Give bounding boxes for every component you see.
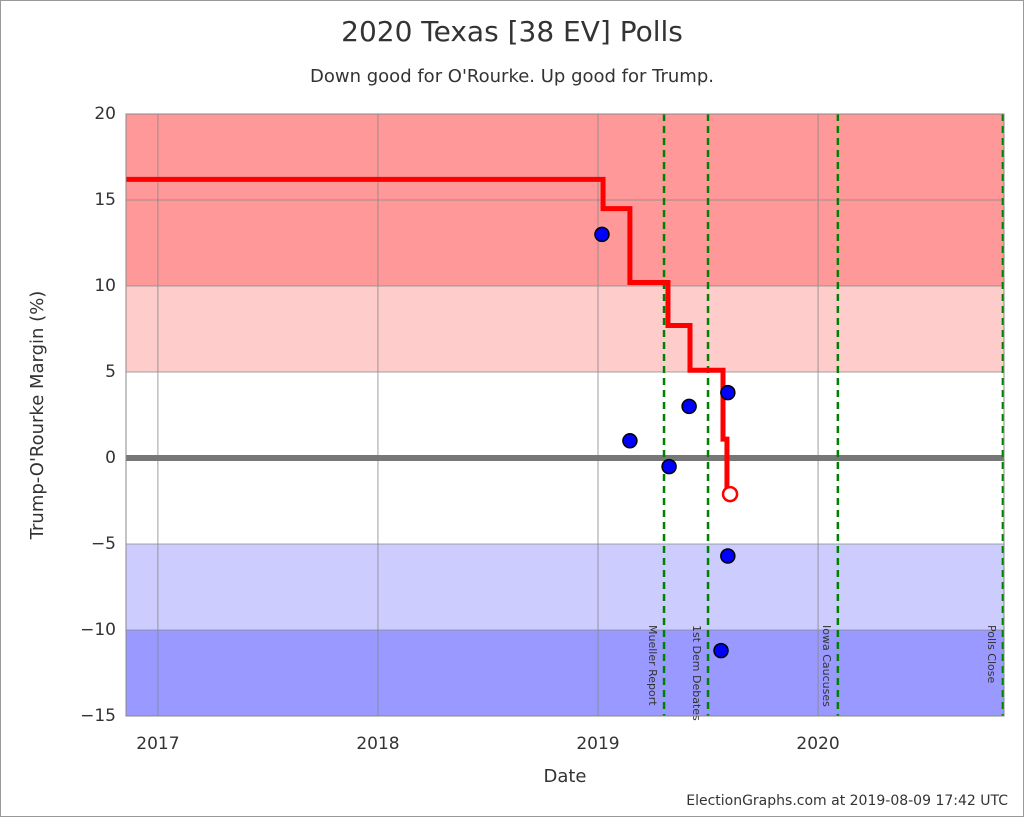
- y-tick-label: 20: [94, 104, 116, 124]
- event-label: 1st Dem Debates: [690, 625, 703, 721]
- poll-point: [661, 458, 677, 475]
- x-tick-label: 2018: [356, 734, 399, 754]
- plot-border: [125, 113, 1005, 717]
- event-label: Iowa Caucuses: [820, 625, 833, 707]
- x-tick-label: 2020: [796, 734, 839, 754]
- trend-end: [721, 485, 739, 503]
- poll-point: [720, 384, 736, 401]
- y-tick-label: 10: [94, 276, 116, 296]
- event-label: Polls Close: [985, 625, 998, 684]
- band: [126, 630, 1004, 716]
- y-tick-label: −15: [80, 706, 116, 726]
- y-tick-label: 15: [94, 190, 116, 210]
- y-tick-label: −5: [91, 534, 116, 554]
- y-tick-label: 5: [105, 362, 116, 382]
- trend-line: [126, 176, 731, 497]
- poll-point: [594, 226, 610, 243]
- subtitle: Down good for O'Rourke. Up good for Trum…: [310, 66, 714, 87]
- chart-title: 2020 Texas [38 EV] Polls: [341, 15, 683, 48]
- poll-point: [713, 642, 729, 659]
- poll-point: [720, 548, 736, 564]
- x-axis-label: Date: [543, 766, 586, 787]
- band: [126, 544, 1004, 630]
- x-tick-label: 2017: [136, 734, 179, 754]
- y-tick-label: −10: [80, 620, 116, 640]
- y-tick-label: 0: [105, 448, 116, 468]
- poll-point: [622, 433, 638, 449]
- poll-point: [681, 398, 697, 415]
- credit: ElectionGraphs.com at 2019-08-09 17:42 U…: [686, 793, 1008, 809]
- event-label: Mueller Report: [646, 625, 659, 706]
- x-tick-label: 2019: [576, 734, 619, 754]
- band: [126, 286, 1004, 372]
- y-axis-label: Trump-O'Rourke Margin (%): [27, 291, 48, 541]
